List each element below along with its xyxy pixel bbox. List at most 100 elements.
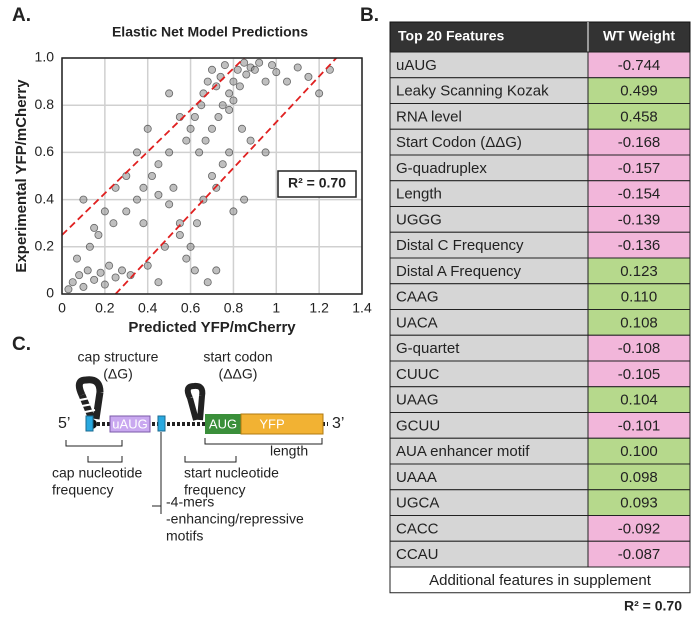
weight-text: 0.123 <box>620 263 658 280</box>
point <box>186 124 195 133</box>
point <box>220 61 229 70</box>
point <box>64 285 73 294</box>
point <box>203 278 212 287</box>
point <box>246 136 255 145</box>
x-tick-label: 1.4 <box>352 300 372 316</box>
weight-cell <box>587 309 691 336</box>
point <box>147 171 156 180</box>
weight-text: 0.499 <box>620 83 658 100</box>
point <box>118 266 127 275</box>
point <box>169 183 178 192</box>
point <box>201 136 210 145</box>
aug-box <box>205 414 241 434</box>
point <box>105 261 114 270</box>
point <box>233 65 242 74</box>
point <box>111 273 120 282</box>
weight-cell <box>587 386 691 413</box>
y-tick-label: 1.0 <box>35 49 55 65</box>
feature-text: UAAA <box>396 469 437 486</box>
label: -4-mers <box>166 494 214 510</box>
y-tick-label: 0.8 <box>35 96 55 112</box>
feature-cell <box>389 283 589 310</box>
point <box>182 254 191 263</box>
point <box>111 183 120 192</box>
label: cap nucleotide <box>52 465 143 481</box>
feature-cell <box>389 412 589 439</box>
weight-cell <box>587 463 691 491</box>
bracket <box>204 438 323 445</box>
point <box>218 101 227 110</box>
five-prime: 5’ <box>58 415 70 432</box>
point <box>154 278 163 287</box>
point <box>186 242 195 251</box>
element <box>157 415 166 432</box>
feature-text: UGCA <box>396 495 439 512</box>
point <box>109 219 118 228</box>
feature-cell <box>389 540 589 568</box>
header-row <box>389 21 691 53</box>
footer-text: Additional features in supplement <box>429 572 652 589</box>
point <box>282 77 291 86</box>
weight-text: 0.098 <box>620 469 658 486</box>
weight-cell <box>587 540 691 568</box>
feature-cell <box>389 334 589 362</box>
feature-text: CACC <box>396 520 439 537</box>
feature-text: AUA enhancer motif <box>396 443 530 460</box>
point <box>182 136 191 145</box>
start-hairpin <box>184 382 206 421</box>
feature-cell <box>389 489 589 516</box>
weight-cell <box>587 437 691 465</box>
point <box>143 261 152 270</box>
weight-text: -0.136 <box>618 237 661 254</box>
point <box>212 183 221 192</box>
x-tick-label: 0.8 <box>224 300 244 316</box>
reference-line <box>114 57 337 295</box>
footer-row <box>389 566 691 594</box>
weight-cell <box>587 103 691 130</box>
weight-cell <box>587 231 691 259</box>
point <box>240 58 249 67</box>
y-tick-label: 0.2 <box>35 238 55 254</box>
plot-frame <box>61 57 363 295</box>
feature-cell <box>389 154 589 182</box>
feature-text: Leaky Scanning Kozak <box>396 83 549 100</box>
feature-text: RNA level <box>396 108 462 125</box>
y-tick-label: 0.6 <box>35 143 55 159</box>
point <box>225 148 234 157</box>
point <box>175 219 184 228</box>
annotation-box <box>277 170 357 198</box>
feature-text: G-quartet <box>396 340 460 357</box>
x-tick-label: 0 <box>58 300 66 316</box>
point <box>272 68 281 77</box>
point <box>229 207 238 216</box>
weight-text: -0.101 <box>618 417 661 434</box>
point <box>207 65 216 74</box>
point <box>255 58 264 67</box>
hairpin-stripes <box>79 397 96 413</box>
feature-text: G-quadruplex <box>396 160 487 177</box>
x-tick-label: 1.2 <box>309 300 329 316</box>
label: length <box>270 443 308 459</box>
yfp-box <box>240 413 324 435</box>
panel-label: C. <box>12 334 31 355</box>
label: start codon <box>203 349 272 365</box>
three-prime: 3’ <box>332 415 344 432</box>
point <box>75 271 84 280</box>
feature-text: Distal C Frequency <box>396 237 524 254</box>
weight-cell <box>587 412 691 439</box>
element <box>85 415 94 432</box>
point <box>214 113 223 122</box>
point <box>190 266 199 275</box>
weight-cell <box>587 206 691 233</box>
panel-label: A. <box>12 5 31 26</box>
feature-text: UACA <box>396 314 438 331</box>
point <box>229 96 238 105</box>
header-cell: WT Weight <box>603 28 675 44</box>
point <box>165 148 174 157</box>
point <box>195 148 204 157</box>
y-axis-label: Experimental YFP/mCherry <box>13 79 30 273</box>
point <box>143 124 152 133</box>
bracket <box>87 456 123 463</box>
x-tick-label: 1 <box>272 300 280 316</box>
point <box>90 275 99 284</box>
